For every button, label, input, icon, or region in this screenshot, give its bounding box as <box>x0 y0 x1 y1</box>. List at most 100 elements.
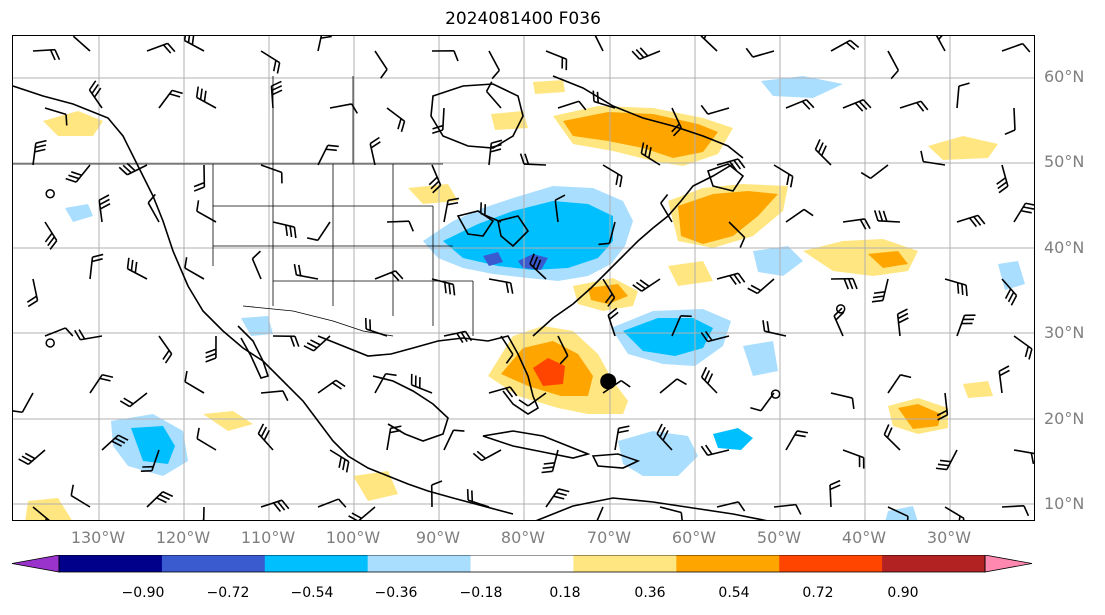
coastlines <box>13 75 768 520</box>
wind-barb <box>607 307 619 337</box>
wind-barb <box>431 278 456 296</box>
negative-anomaly-area <box>713 428 753 450</box>
wind-barb <box>184 370 205 394</box>
colorbar-tick: −0.36 <box>374 585 418 601</box>
wind-barb <box>270 80 283 109</box>
wind-barb <box>386 220 415 232</box>
wind-barb <box>830 39 860 52</box>
labrador <box>552 75 744 159</box>
wind-barb <box>745 47 775 58</box>
colorbar-tick: −0.54 <box>290 585 334 601</box>
wind-barb <box>842 449 865 469</box>
positive-anomaly-area <box>43 111 103 136</box>
lon-label-30w: 30°W <box>926 528 972 547</box>
newfoundland <box>706 163 745 192</box>
wind-barb <box>317 36 332 52</box>
map-panel[interactable] <box>12 35 1035 521</box>
lon-label-70w: 70°W <box>586 528 632 547</box>
colorbar-border <box>58 555 986 573</box>
wind-barb <box>488 386 518 398</box>
wind-barb <box>348 506 376 520</box>
colorbar-tick: 0.90 <box>887 585 919 601</box>
negative-anomaly-area <box>443 201 613 270</box>
wind-barb <box>785 430 809 451</box>
wind-barb <box>592 90 616 109</box>
wind-barb <box>88 80 103 109</box>
hudson-bay <box>430 83 524 149</box>
positive-anomaly-area <box>868 251 908 268</box>
wind-barb <box>936 392 949 421</box>
wind-barb <box>101 434 129 451</box>
wind-barb <box>251 250 262 280</box>
markers <box>45 188 846 399</box>
wind-barb <box>956 214 986 228</box>
wind-barb <box>659 506 683 520</box>
wind-barb <box>44 107 68 126</box>
lon-label-40w: 40°W <box>841 528 887 547</box>
gulf-coast <box>317 335 540 415</box>
wind-barb <box>1013 335 1033 360</box>
wind-barb <box>785 98 815 110</box>
north-america-west-coast <box>13 85 514 515</box>
positive-anomaly-area <box>203 411 253 431</box>
wind-barb <box>594 36 604 52</box>
wind-barb <box>944 278 968 297</box>
wind-barb <box>596 506 604 520</box>
wind-barb <box>700 330 730 343</box>
wind-barb <box>814 139 832 166</box>
wind-barb <box>762 320 787 337</box>
wind-barb <box>74 329 103 341</box>
wind-barb <box>119 392 148 408</box>
negative-anomaly-area <box>761 76 843 98</box>
positive-anomaly-area <box>408 184 458 204</box>
wind-barb <box>1004 107 1016 136</box>
wind-barb <box>428 164 442 194</box>
negative-anomaly-area <box>241 316 273 336</box>
calm-wind-circle <box>45 188 55 199</box>
wind-barb <box>195 86 217 109</box>
wind-barb <box>374 372 397 394</box>
wind-barb <box>632 278 661 292</box>
wind-barb <box>485 81 502 109</box>
wind-barb <box>196 427 217 451</box>
wind-barb <box>488 139 503 166</box>
wind-barb <box>72 36 91 52</box>
wind-barb <box>317 498 347 508</box>
colorbar-extend-low <box>11 555 60 573</box>
wind-barb <box>519 153 547 166</box>
wind-barb <box>65 164 91 183</box>
wind-barb <box>479 202 502 223</box>
colorbar-cell <box>779 555 883 572</box>
colorbar-cell <box>676 555 780 572</box>
lat-label-40n: 40°N <box>1044 238 1085 257</box>
wind-barb <box>184 257 205 280</box>
colorbar-tick: −0.72 <box>206 585 250 601</box>
colorbar-tick: 0.36 <box>634 585 666 601</box>
wind-barb <box>89 373 114 394</box>
wind-barb <box>201 506 205 520</box>
wind-barb <box>935 36 946 52</box>
calm-wind-circle <box>770 389 781 399</box>
wind-barb <box>602 164 623 188</box>
weather-map <box>13 36 1034 520</box>
positive-anomaly-area <box>25 498 72 520</box>
wind-barb <box>13 392 34 414</box>
wind-barb <box>830 277 858 290</box>
wind-barb <box>602 278 616 307</box>
wind-barb <box>369 136 381 166</box>
wind-barb <box>700 444 730 457</box>
colorbar-cell <box>882 555 986 572</box>
lon-label-120w: 120°W <box>155 528 211 547</box>
wind-barb <box>728 221 746 248</box>
wind-barb <box>18 449 46 466</box>
calm-wind-circle <box>835 304 846 314</box>
colorbar-tick: −0.90 <box>121 585 165 601</box>
negative-anomaly-area <box>743 341 778 376</box>
negative-anomaly-area <box>623 318 713 356</box>
wind-barb <box>488 278 514 294</box>
wind-barb <box>260 164 283 184</box>
wind-barb <box>671 315 692 337</box>
colorbar-cell <box>59 555 163 572</box>
lon-label-110w: 110°W <box>240 528 296 547</box>
wind-barb <box>773 503 802 515</box>
